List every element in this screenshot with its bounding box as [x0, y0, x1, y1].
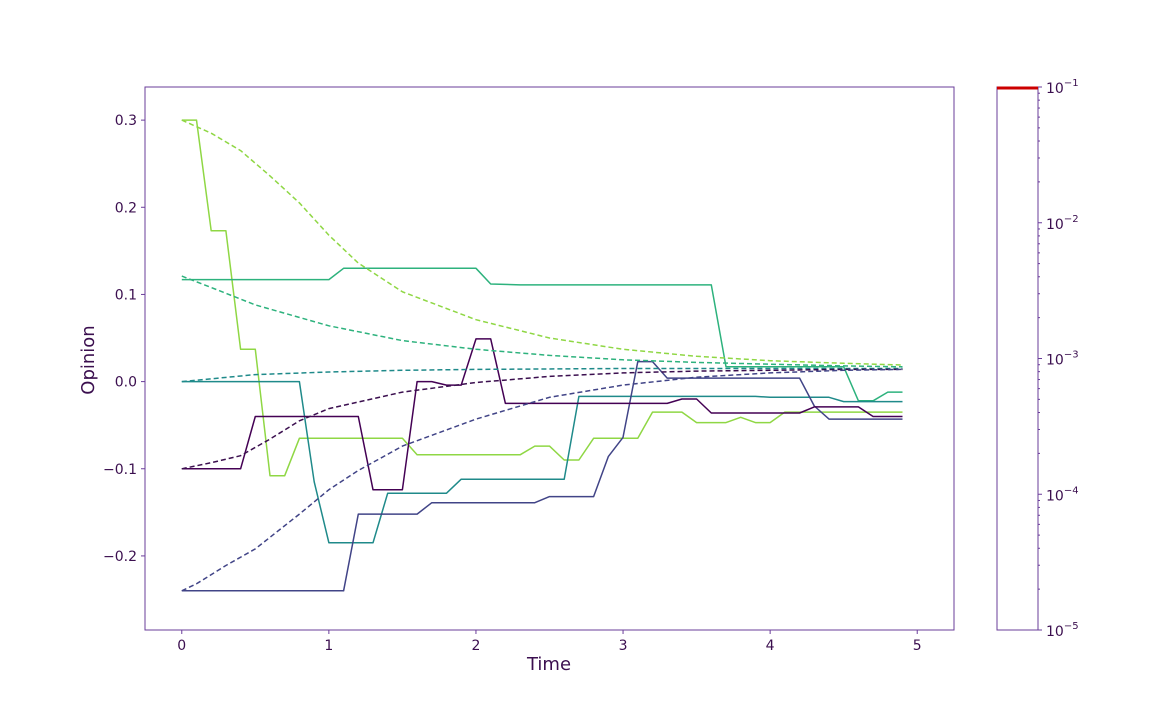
solid-series-line-3	[181, 360, 903, 592]
x-tick-label: 4	[766, 638, 775, 654]
solid-series-line-1	[181, 267, 903, 402]
colorbar-tick-label: 10−3	[1046, 350, 1079, 369]
colorbar-tick-label: 10−4	[1046, 485, 1079, 504]
solid-series-line-0	[181, 119, 903, 477]
series-layer	[181, 119, 903, 592]
plot-frame	[144, 86, 955, 631]
colorbar-tick-label: 10−5	[1046, 621, 1079, 640]
x-tick-label: 2	[471, 638, 480, 654]
colorbar: 10−5 10−4 10−3 10−2 10−1	[996, 78, 1079, 640]
x-axis-label: Time	[526, 654, 571, 675]
colorbar-frame	[996, 86, 1039, 631]
dashed-series-line-6	[181, 275, 903, 368]
x-axis-ticks: 0 1 2 3 4 5	[177, 630, 922, 654]
colorbar-tick-label: 10−2	[1046, 214, 1079, 233]
y-axis-ticks: −0.2 −0.1 0.0 0.1 0.2 0.3	[103, 113, 145, 565]
y-tick-label: 0.0	[115, 375, 137, 391]
x-tick-label: 1	[324, 638, 333, 654]
y-tick-label: −0.2	[103, 549, 137, 565]
y-tick-label: −0.1	[103, 462, 137, 478]
y-tick-label: 0.1	[115, 287, 137, 303]
dashed-series-line-9	[181, 368, 903, 592]
x-tick-label: 5	[913, 638, 922, 654]
y-tick-label: 0.2	[115, 200, 137, 216]
colorbar-tick-label: 10−1	[1046, 78, 1079, 97]
colorbar-ticks: 10−5 10−4 10−3 10−2 10−1	[997, 78, 1079, 640]
solid-series-line-4	[181, 338, 903, 491]
dashed-series-line-8	[181, 368, 903, 470]
main-axes: 0 1 2 3 4 5 −0.2 −0.1 0.0 0.1 0.2 0.3 Time Opinion	[78, 86, 955, 675]
dashed-series-line-7	[181, 367, 903, 383]
dashed-series-line-5	[181, 119, 903, 366]
y-tick-label: 0.3	[115, 113, 137, 129]
x-tick-label: 0	[177, 638, 186, 654]
x-tick-label: 3	[619, 638, 628, 654]
y-axis-label: Opinion	[78, 325, 99, 394]
